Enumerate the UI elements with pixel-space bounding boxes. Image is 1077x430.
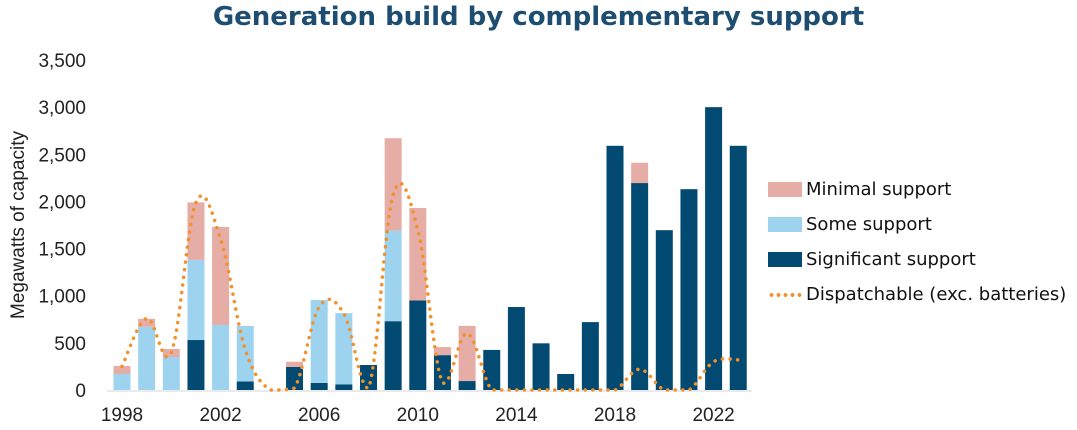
legend-label-some: Some support	[806, 214, 932, 235]
bar-minimal-support-2011	[433, 347, 451, 356]
legend-item-dispatchable: Dispatchable (exc. batteries)	[768, 277, 1066, 312]
legend: Minimal support Some support Significant…	[768, 172, 1066, 312]
bar-some-support-1998	[113, 373, 131, 390]
legend-label-minimal: Minimal support	[806, 179, 952, 200]
x-tick-label: 2022	[692, 405, 734, 426]
y-tick-label: 3,000	[38, 98, 86, 119]
bar-minimal-support-2019	[631, 162, 649, 184]
bar-significant-support-2010	[409, 300, 427, 390]
bar-significant-support-2018	[606, 145, 624, 390]
legend-swatch-some	[768, 217, 802, 232]
bar-some-support-1999	[138, 326, 156, 390]
bar-significant-support-2007	[335, 384, 353, 390]
bar-significant-support-2006	[310, 382, 328, 390]
x-tick-label: 2006	[298, 405, 340, 426]
bar-some-support-2002	[212, 324, 230, 390]
y-tick-label: 2,500	[38, 145, 86, 166]
dispatchable-line	[120, 181, 740, 392]
x-tick-label: 2014	[495, 405, 538, 426]
bar-significant-support-2011	[433, 355, 451, 390]
bar-some-support-2000	[162, 357, 180, 390]
y-axis: 0 500 1,000 1,500 2,000 2,500 3,000 3,500	[38, 51, 86, 402]
bar-minimal-support-1998	[113, 365, 131, 374]
x-tick-label: 2018	[594, 405, 636, 426]
legend-swatch-significant	[768, 252, 802, 267]
bar-significant-support-2015	[532, 343, 550, 390]
bar-significant-support-2022	[705, 107, 723, 391]
y-tick-label: 1,500	[38, 240, 86, 261]
bar-significant-support-2020	[655, 230, 673, 390]
x-tick-label: 1998	[101, 405, 143, 426]
y-tick-label: 0	[75, 381, 86, 402]
legend-item-minimal: Minimal support	[768, 172, 1066, 207]
x-axis: 1998 2002 2006 2010 2014 2018 2022	[101, 390, 753, 426]
bar-significant-support-2005	[286, 366, 304, 390]
bar-minimal-support-2009	[384, 138, 402, 231]
bar-significant-support-2003	[236, 381, 254, 390]
bar-significant-support-2016	[557, 373, 575, 390]
legend-label-dispatchable: Dispatchable (exc. batteries)	[806, 284, 1067, 305]
bar-significant-support-2014	[507, 307, 525, 390]
bar-some-support-2009	[384, 230, 402, 322]
y-tick-label: 3,500	[38, 51, 86, 72]
bar-significant-support-2017	[581, 322, 599, 390]
x-tick-label: 2002	[199, 405, 241, 426]
bar-significant-support-2008	[360, 365, 377, 390]
legend-item-some: Some support	[768, 207, 1066, 242]
y-tick-label: 500	[54, 334, 86, 355]
y-axis-label: Megawatts of capacity	[8, 131, 29, 319]
legend-item-significant: Significant support	[768, 242, 1066, 277]
bar-some-support-2001	[187, 259, 205, 341]
legend-label-significant: Significant support	[806, 249, 976, 270]
dispatchable-line-path	[120, 181, 740, 392]
bar-some-support-2007	[335, 313, 353, 385]
y-tick-label: 2,000	[38, 192, 86, 213]
legend-swatch-dispatchable	[768, 292, 802, 297]
y-tick-label: 1,000	[38, 287, 86, 308]
bar-minimal-support-2010	[409, 208, 427, 301]
bar-significant-support-2023	[729, 145, 747, 390]
bar-significant-support-2021	[680, 189, 698, 390]
bar-significant-support-2001	[187, 340, 205, 390]
bar-significant-support-2019	[631, 183, 649, 390]
bar-significant-support-2013	[483, 349, 501, 390]
bar-minimal-support-1999	[138, 318, 156, 327]
legend-swatch-minimal	[768, 182, 802, 197]
bar-minimal-support-2012	[458, 325, 476, 382]
chart-title: Generation build by complementary suppor…	[212, 2, 865, 32]
bar-minimal-support-2002	[212, 226, 230, 325]
bar-minimal-support-2005	[286, 361, 304, 367]
bar-significant-support-2012	[458, 381, 476, 390]
bar-significant-support-2009	[384, 321, 402, 390]
x-tick-label: 2010	[397, 405, 439, 426]
bars	[113, 107, 747, 391]
bar-some-support-2006	[310, 299, 328, 383]
